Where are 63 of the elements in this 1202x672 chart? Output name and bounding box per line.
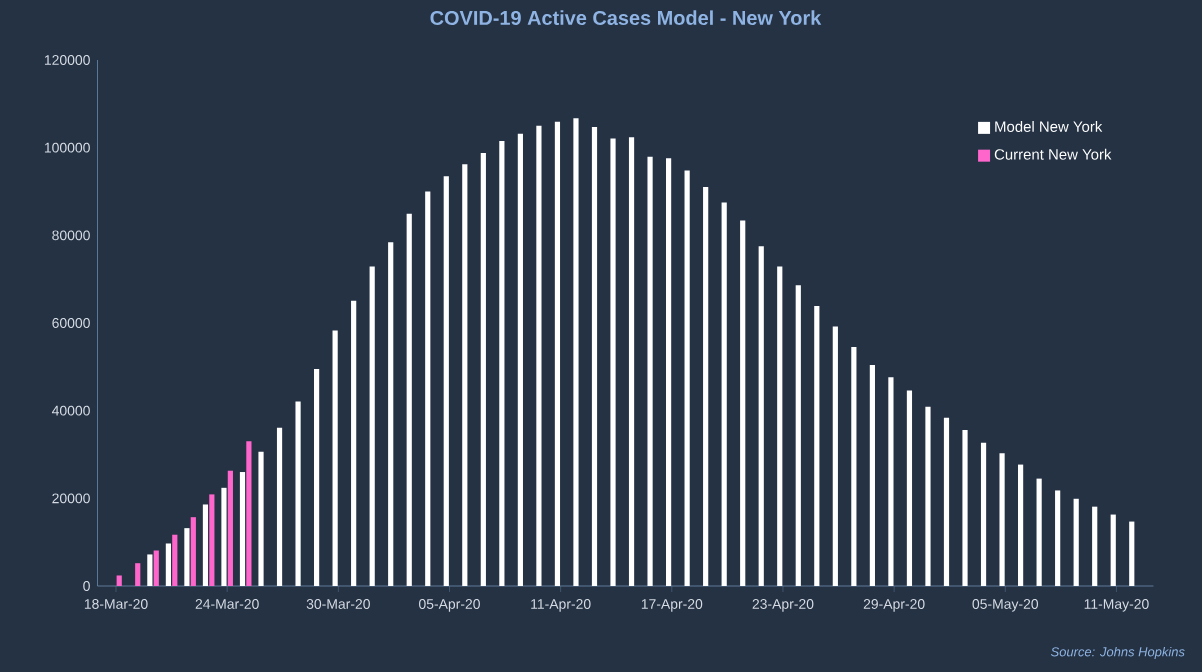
bar xyxy=(740,220,746,586)
bar xyxy=(925,406,931,586)
bar xyxy=(517,133,523,586)
bar xyxy=(906,390,913,586)
bar xyxy=(332,330,338,586)
bar xyxy=(1073,498,1079,586)
bar xyxy=(684,170,690,586)
bar xyxy=(888,377,894,586)
bar xyxy=(647,156,653,586)
bar xyxy=(369,266,375,586)
bar xyxy=(777,266,783,586)
bar xyxy=(165,543,171,586)
bar xyxy=(1036,478,1042,586)
bar xyxy=(758,246,764,586)
bar xyxy=(190,517,196,586)
bar xyxy=(209,494,215,586)
bar xyxy=(480,152,486,586)
bar xyxy=(980,442,987,586)
bar xyxy=(554,121,561,586)
bar xyxy=(239,472,246,586)
bar xyxy=(116,575,122,586)
bar xyxy=(147,554,153,586)
bar xyxy=(153,550,159,586)
bar xyxy=(591,127,598,586)
bar xyxy=(814,305,820,586)
bar xyxy=(388,242,394,586)
bar xyxy=(573,118,579,586)
bar xyxy=(1055,490,1061,586)
bar xyxy=(999,453,1005,586)
bar xyxy=(406,213,412,586)
bar xyxy=(1129,521,1135,586)
bar xyxy=(666,158,672,586)
bar xyxy=(869,365,875,586)
bar xyxy=(135,563,141,586)
bar xyxy=(536,125,542,586)
bar xyxy=(1092,506,1098,586)
bar xyxy=(703,187,709,586)
bar xyxy=(795,285,801,586)
bar xyxy=(351,300,357,586)
bar xyxy=(276,427,283,586)
bar xyxy=(499,141,505,586)
bar xyxy=(1018,464,1024,586)
bar xyxy=(628,137,635,586)
bar xyxy=(851,347,857,586)
bar xyxy=(1110,514,1116,586)
bar xyxy=(227,470,233,586)
bar xyxy=(943,417,950,586)
bar xyxy=(314,369,320,586)
bar xyxy=(443,176,449,586)
bar xyxy=(610,138,616,586)
bar xyxy=(202,504,209,586)
bar xyxy=(962,429,968,586)
bar xyxy=(258,451,264,586)
bar xyxy=(832,326,838,586)
bar xyxy=(462,164,468,586)
bar xyxy=(172,534,178,586)
bar xyxy=(425,191,431,586)
chart-title: COVID-19 Active Cases Model - New York xyxy=(430,10,822,25)
bar xyxy=(246,441,252,586)
bar xyxy=(184,528,190,586)
bar xyxy=(221,487,227,586)
bar xyxy=(295,401,301,586)
bar xyxy=(721,202,727,586)
